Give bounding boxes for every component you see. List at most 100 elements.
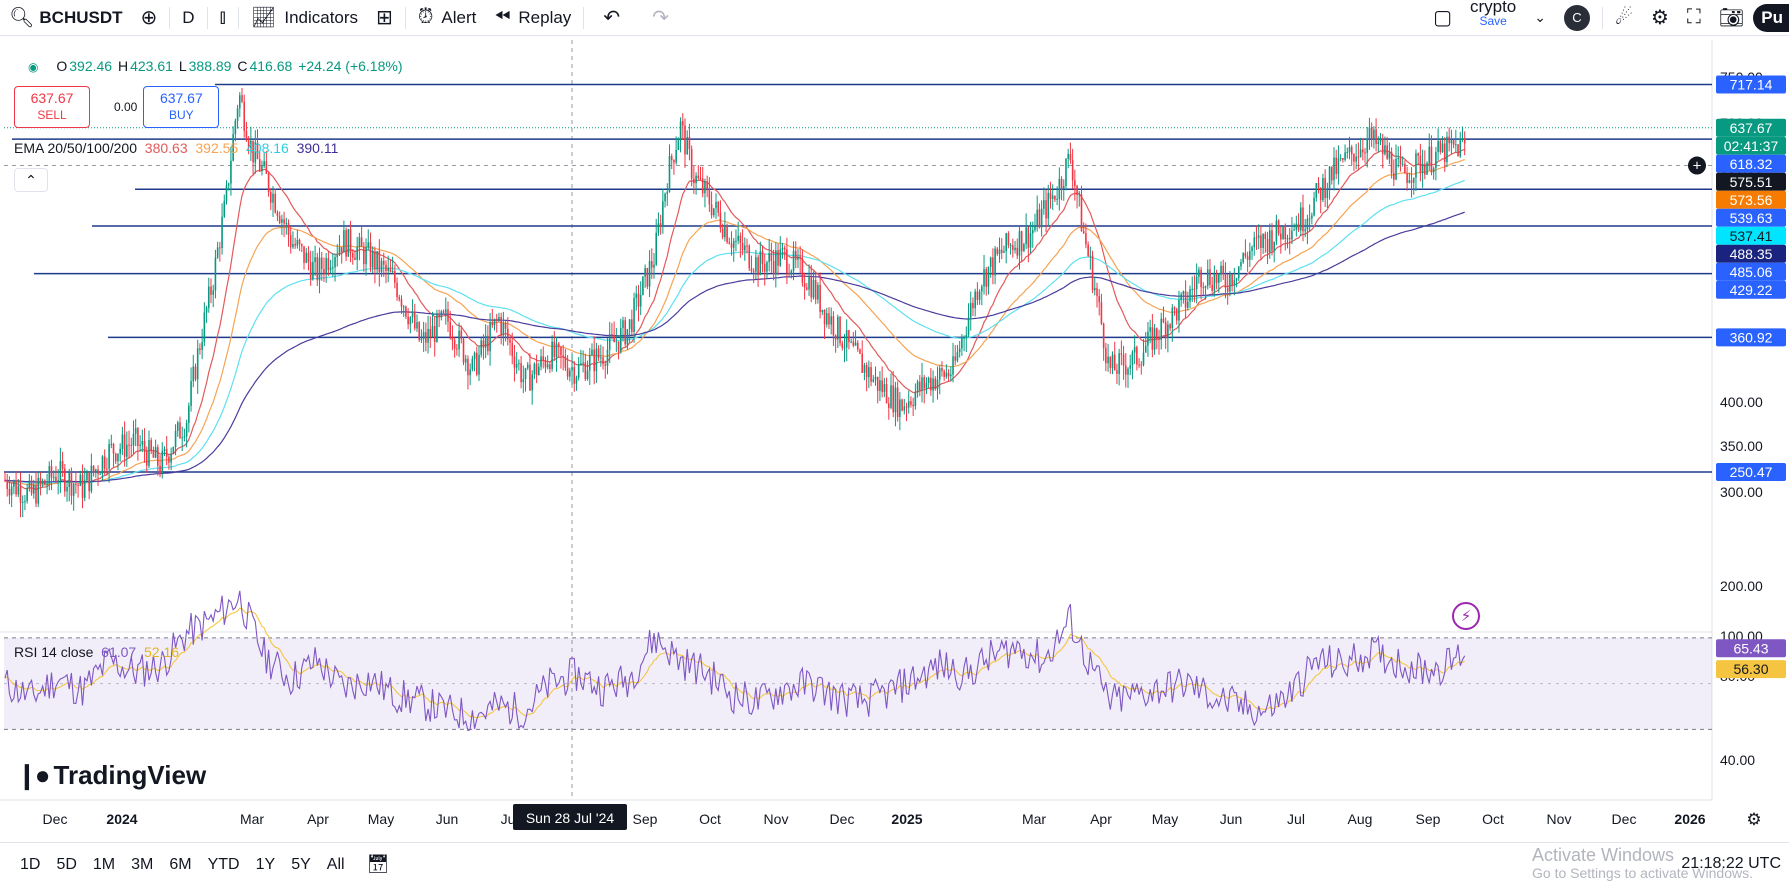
- candle-body: [447, 309, 449, 322]
- candle-body: [626, 329, 629, 345]
- candle-body: [573, 367, 576, 384]
- range-button-all[interactable]: All: [326, 855, 345, 873]
- candle-body: [1275, 220, 1278, 242]
- time-axis-label: Oct: [699, 811, 721, 827]
- candle-body: [748, 245, 751, 269]
- layout-button[interactable]: ▢: [1424, 0, 1461, 36]
- redo-button[interactable]: ↷: [636, 0, 685, 36]
- candle-body: [817, 284, 819, 300]
- candle-body: [1346, 152, 1349, 154]
- candle-body: [952, 356, 954, 375]
- range-button-5d[interactable]: 5D: [56, 855, 77, 873]
- candle-body: [978, 291, 981, 300]
- layout-name: crypto: [1469, 0, 1517, 16]
- range-button-1m[interactable]: 1M: [92, 855, 116, 873]
- range-button-1d[interactable]: 1D: [20, 855, 41, 873]
- time-axis-label: May: [368, 811, 394, 827]
- candle-body: [134, 428, 137, 434]
- range-button-ytd[interactable]: YTD: [207, 855, 240, 873]
- layout-menu-button[interactable]: ⌄: [1525, 0, 1555, 36]
- candle-body: [619, 327, 622, 351]
- candle-body: [402, 306, 405, 308]
- time-axis-label: Ju: [501, 811, 516, 827]
- candle-body: [323, 268, 325, 274]
- candle-body: [914, 392, 917, 407]
- symbol-search[interactable]: 🔍︎ BCHUSDT: [0, 0, 132, 36]
- candle-body: [389, 267, 392, 272]
- candle-body: [1100, 302, 1103, 324]
- candle-body: [624, 320, 626, 345]
- layout-name-save[interactable]: crypto Save: [1461, 0, 1525, 36]
- candle-body: [642, 276, 644, 296]
- candle-body: [644, 268, 646, 277]
- candle-body: [99, 473, 102, 475]
- candle-body: [1406, 173, 1408, 183]
- clock[interactable]: 21:18:22 UTC: [1681, 855, 1781, 872]
- candle-body: [564, 356, 567, 368]
- candles[interactable]: [4, 88, 1466, 518]
- candle-body: [874, 376, 877, 380]
- price-badge: [1716, 154, 1786, 173]
- range-button-5y[interactable]: 5Y: [291, 855, 311, 873]
- candle-body: [529, 364, 531, 391]
- sell-button[interactable]: 637.67 SELL: [14, 86, 90, 128]
- fullscreen-button[interactable]: ⛶: [1678, 0, 1710, 36]
- candle-body: [1379, 139, 1382, 142]
- range-button-6m[interactable]: 6M: [169, 855, 192, 873]
- candle-body: [856, 342, 859, 350]
- candle-body: [985, 269, 988, 287]
- date-range-icon[interactable]: 📅︎: [366, 854, 390, 874]
- candle-body: [214, 257, 217, 291]
- bottom-toolbar: 1D 5D 1M 3M 6M YTD 1Y 5Y All 📅︎ 21:18:22 UTC: [0, 842, 1789, 886]
- candle-body: [172, 446, 175, 454]
- candle-body: [1339, 158, 1342, 160]
- templates-button[interactable]: ⊞: [367, 0, 402, 36]
- range-button-3m[interactable]: 3M: [131, 855, 154, 873]
- candle-body: [10, 486, 13, 496]
- candle-body: [841, 343, 844, 348]
- indicators-button[interactable]: 📈︎ Indicators: [242, 0, 367, 36]
- flash-icon[interactable]: ⚡︎: [1452, 602, 1480, 630]
- settings-button[interactable]: ⚙︎: [1642, 0, 1678, 36]
- candle-body: [684, 125, 686, 155]
- rsi-legend[interactable]: RSI 14 close 61.07 52.16: [14, 644, 179, 660]
- candle-body: [1162, 318, 1165, 323]
- ema200-value: 390.11: [296, 140, 339, 156]
- interval-button[interactable]: D: [182, 7, 195, 27]
- buy-button[interactable]: 637.67 BUY: [143, 86, 220, 128]
- time-axis[interactable]: Dec 2024 Mar Apr May Jun Ju Sep Oct Nov Dec 2025 Mar…: [0, 799, 1762, 830]
- candle-body: [892, 385, 895, 413]
- candle-body: [1446, 136, 1448, 163]
- candle-body: [706, 181, 708, 190]
- compare-symbol-button[interactable]: ⊕: [132, 0, 167, 36]
- candle-body: [1153, 328, 1156, 350]
- chart-type-button[interactable]: ⫾: [211, 0, 235, 36]
- alert-button[interactable]: ⏰︎ Alert: [409, 0, 486, 36]
- ema-legend[interactable]: EMA 20/50/100/200 380.63 392.55 408.16 3…: [14, 140, 338, 156]
- ema50-value: 392.55: [195, 140, 239, 156]
- candle-body: [123, 434, 126, 457]
- candle-body: [1326, 188, 1329, 199]
- candle-body: [639, 295, 642, 307]
- candle-body: [828, 313, 830, 325]
- candle-body: [165, 448, 168, 457]
- quick-search-button[interactable]: ☄︎: [1606, 0, 1642, 36]
- candle-body: [1151, 327, 1154, 350]
- range-buttons: 1D 5D 1M 3M 6M YTD 1Y 5Y All: [12, 856, 353, 874]
- collapse-legend-button[interactable]: ⌃: [14, 168, 48, 192]
- candle-body: [1054, 195, 1056, 200]
- account-button[interactable]: C: [1555, 0, 1599, 36]
- replay-button[interactable]: ⏪︎ Replay: [485, 0, 580, 36]
- status-dot-icon: ◉: [28, 60, 39, 74]
- candle-body: [1065, 158, 1067, 186]
- snapshot-button[interactable]: 📷︎: [1710, 0, 1753, 36]
- chart-canvas[interactable]: 750.00700.00650.00400.00350.00300.00200.…: [0, 40, 1789, 840]
- candle-body: [1315, 183, 1318, 198]
- publish-button[interactable]: Pu: [1753, 3, 1789, 32]
- range-button-1y[interactable]: 1Y: [255, 855, 276, 873]
- undo-button[interactable]: ↶: [587, 0, 636, 36]
- candle-body: [724, 225, 726, 238]
- candle-body: [301, 244, 303, 247]
- candle-body: [533, 363, 536, 375]
- candle-body: [1118, 353, 1120, 374]
